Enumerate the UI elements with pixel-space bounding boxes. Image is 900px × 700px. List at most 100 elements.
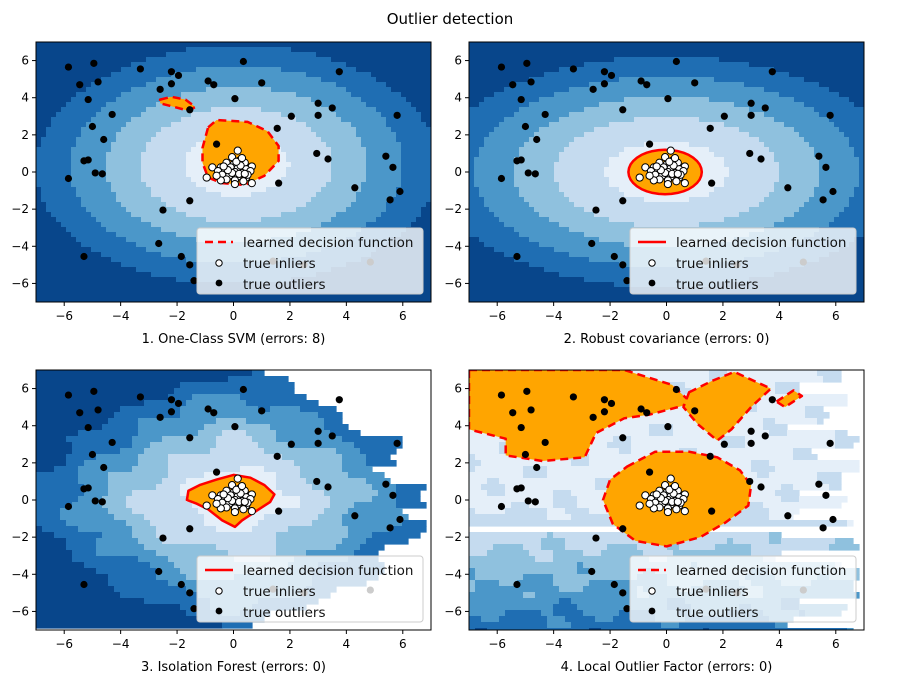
outlier-point (136, 65, 144, 73)
outlier-point (396, 187, 404, 196)
x-tick-label: 0 (230, 637, 238, 651)
legend-entry: true inliers (676, 584, 749, 600)
inlier-point (212, 499, 221, 508)
outlier-point (592, 206, 600, 214)
outlier-point (324, 155, 332, 163)
outlier-point (314, 99, 322, 107)
outlier-point (313, 149, 321, 158)
legend-box (629, 227, 857, 295)
legend-outlier-marker (215, 279, 223, 287)
outlier-point (746, 477, 754, 486)
y-tick-label: −4 (11, 239, 29, 253)
outlier-point (136, 393, 144, 401)
outlier-point (664, 95, 672, 103)
outlier-point (819, 196, 827, 204)
inlier-point (239, 177, 248, 186)
legend-box (629, 555, 857, 623)
outlier-point (186, 434, 194, 442)
outlier-point (784, 184, 792, 192)
legend-entry: true outliers (676, 277, 759, 293)
outlier-point (80, 252, 88, 261)
outlier-point (497, 391, 506, 399)
outlier-point (273, 452, 281, 460)
outlier-point (186, 525, 194, 533)
outlier-point (747, 439, 755, 447)
outlier-point (167, 396, 176, 404)
outlier-point (664, 423, 672, 431)
inlier-points (635, 474, 689, 517)
legend: learned decision function true inliers tru… (629, 555, 857, 623)
x-tick-label: −4 (545, 309, 563, 323)
x-tick-label: 2 (719, 637, 727, 651)
inlier-point (233, 146, 242, 155)
outlier-point (746, 149, 754, 158)
outlier-point (64, 63, 73, 71)
outlier-point (382, 152, 390, 160)
x-tick-label: 6 (399, 309, 407, 323)
y-tick-label: −2 (444, 202, 462, 216)
x-tick-label: −2 (601, 637, 619, 651)
outlier-point (497, 502, 506, 511)
inlier-point (666, 146, 675, 155)
subplot-1: −6 −4 −2 0 2 4 6 6 4 2 0 −2 −4 −6 1. One-Class SVM (er… (11, 41, 432, 347)
outlier-point (527, 406, 535, 414)
outlier-point (497, 174, 506, 183)
outlier-point (643, 81, 651, 89)
y-tick-label: 0 (454, 165, 462, 179)
legend: learned decision function true inliers tru… (196, 227, 424, 295)
y-tick-label: 4 (21, 91, 29, 105)
outlier-point (108, 438, 116, 447)
inlier-point (666, 474, 675, 483)
outlier-point (757, 483, 765, 491)
inlier-point (208, 163, 217, 172)
x-tick-label: −2 (168, 637, 186, 651)
outlier-point (174, 399, 183, 408)
x-tick-label: −4 (545, 637, 563, 651)
outlier-point (64, 502, 73, 511)
legend-outlier-marker (648, 607, 656, 615)
outlier-point (190, 277, 198, 285)
x-tick-label: 0 (230, 309, 238, 323)
outlier-point (517, 95, 525, 104)
legend-inlier-marker (215, 259, 223, 267)
outlier-point (513, 252, 521, 261)
outlier-point (720, 440, 728, 448)
outlier-point (607, 399, 616, 408)
outlier-point (588, 239, 596, 248)
outlier-point (76, 81, 84, 89)
outlier-point (645, 468, 654, 476)
outlier-point (517, 156, 525, 164)
outlier-point (619, 525, 627, 533)
outlier-point (186, 106, 194, 114)
x-axis-label: 2. Robust covariance (errors: 0) (564, 332, 770, 347)
y-tick-label: 0 (21, 493, 29, 507)
outlier-point (610, 580, 618, 589)
outlier-point (826, 439, 834, 447)
y-tick-label: 6 (21, 54, 29, 68)
inlier-point (672, 505, 681, 514)
outlier-point (174, 71, 183, 80)
outlier-points (497, 57, 837, 285)
outlier-point (314, 111, 322, 119)
y-tick-label: −6 (11, 276, 29, 290)
legend-entry: true inliers (243, 584, 316, 600)
x-tick-label: 6 (399, 637, 407, 651)
outlier-point (186, 261, 194, 269)
outlier-point (757, 155, 765, 163)
outlier-point (610, 252, 618, 261)
y-tick-label: −6 (11, 604, 29, 618)
inlier-point (670, 153, 680, 163)
outlier-point (167, 68, 176, 76)
outlier-point (623, 605, 631, 613)
outlier-point (159, 206, 167, 214)
y-tick-label: −2 (444, 530, 462, 544)
outlier-point (351, 512, 359, 520)
outlier-point (708, 507, 716, 515)
inlier-point (232, 485, 241, 494)
outlier-point (592, 534, 600, 542)
legend: learned decision function true inliers tru… (196, 555, 424, 623)
x-axis-label: 1. One-Class SVM (errors: 8) (142, 332, 326, 347)
legend-inlier-marker (215, 587, 223, 595)
inlier-point (202, 501, 211, 510)
plot-area (469, 370, 860, 630)
